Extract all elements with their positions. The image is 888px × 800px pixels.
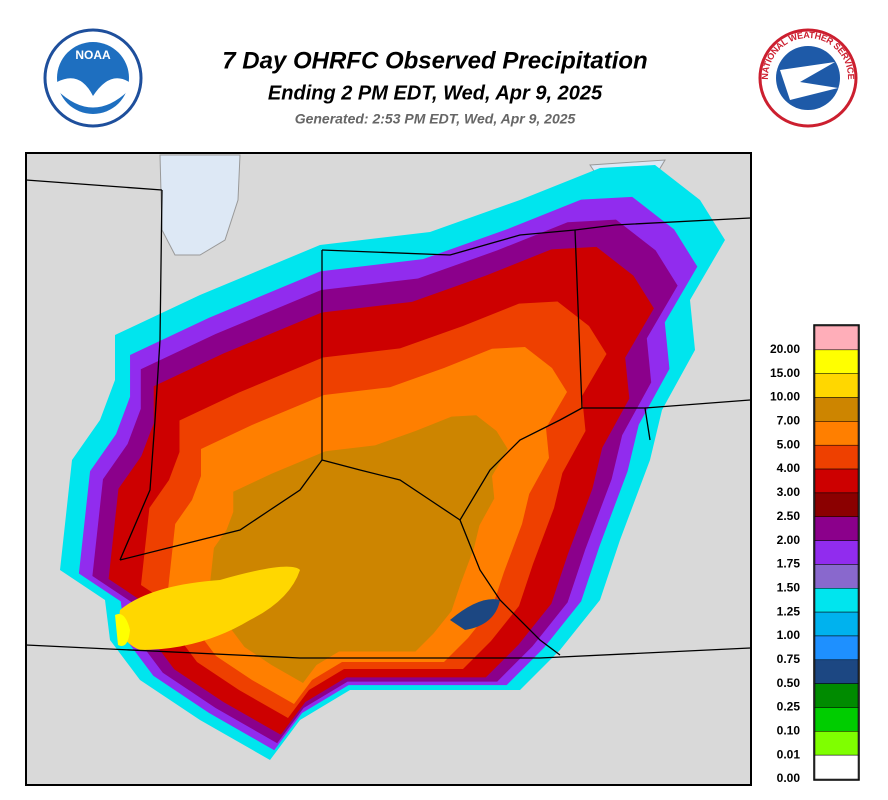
title: 7 Day OHRFC Observed Precipitation — [222, 47, 647, 74]
legend-swatch — [814, 611, 859, 637]
legend-label: 15.00 — [770, 366, 800, 380]
legend-swatch — [814, 492, 859, 517]
map — [25, 152, 752, 786]
legend-swatch — [814, 444, 859, 470]
legend-label: 3.00 — [777, 485, 801, 499]
legend-swatch — [814, 325, 859, 351]
lake-michigan — [159, 154, 241, 256]
legend-label: 0.01 — [777, 747, 801, 761]
noaa-text: NOAA — [75, 48, 111, 62]
precip-band — [119, 566, 300, 650]
legend-label: 7.00 — [777, 414, 801, 428]
noaa-logo: NOAA — [43, 28, 143, 128]
legend-label: 2.00 — [777, 533, 801, 547]
generated: Generated: 2:53 PM EDT, Wed, Apr 9, 2025 — [295, 111, 576, 127]
precip-bands — [60, 165, 725, 760]
precip-band — [450, 599, 500, 630]
legend-label: 1.25 — [777, 604, 801, 618]
legend-label: 5.00 — [777, 437, 801, 451]
legend-label: 20.00 — [770, 342, 800, 356]
legend-label: 0.25 — [777, 700, 801, 714]
legend-label: 0.50 — [777, 676, 801, 690]
legend: 20.00 15.00 10.00 7.00 5.00 4.00 3.00 2.50 2.00 1… — [770, 324, 860, 785]
legend-label: 1.75 — [777, 557, 801, 571]
legend-swatch — [814, 564, 859, 589]
legend-label: 1.50 — [777, 580, 801, 594]
legend-label: 4.00 — [777, 461, 801, 475]
legend-swatch — [814, 707, 859, 732]
legend-label: 1.00 — [777, 628, 801, 642]
legend-swatch — [814, 421, 859, 446]
precip-band — [115, 614, 130, 646]
precip-band — [208, 415, 508, 683]
nws-logo: NATIONAL WEATHER SERVICE — [758, 28, 858, 128]
subtitle: Ending 2 PM EDT, Wed, Apr 9, 2025 — [268, 82, 603, 104]
legend-swatch — [814, 516, 859, 541]
legend-swatch — [814, 659, 859, 684]
legend-swatch — [814, 397, 859, 422]
legend-swatch — [814, 588, 859, 613]
legend-swatch — [814, 683, 859, 708]
legend-label: 0.10 — [777, 723, 801, 737]
legend-swatch — [814, 540, 859, 565]
legend-frame — [813, 324, 860, 781]
legend-swatch — [814, 754, 859, 780]
legend-label: 0.00 — [777, 771, 801, 785]
state-lines — [25, 179, 751, 659]
legend-label: 2.50 — [777, 509, 801, 523]
legend-swatch — [814, 373, 859, 398]
legend-swatch — [814, 635, 859, 661]
legend-label: 0.75 — [777, 652, 801, 666]
legend-label: 10.00 — [770, 390, 800, 404]
legend-swatch — [814, 349, 859, 374]
legend-swatch — [814, 731, 859, 756]
legend-swatch — [814, 468, 859, 494]
